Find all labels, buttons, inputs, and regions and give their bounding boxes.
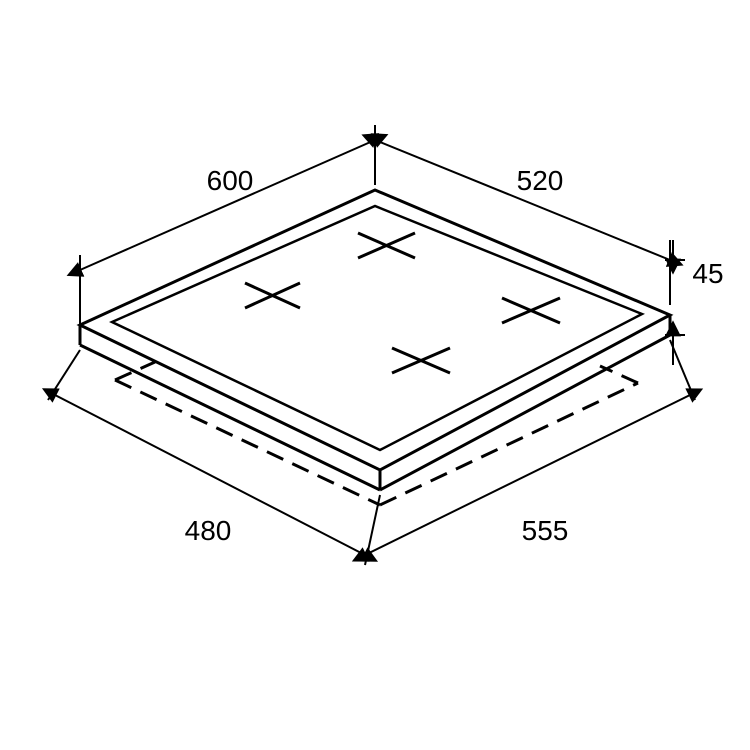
label-cutout-555: 555 xyxy=(522,515,569,546)
label-width-600: 600 xyxy=(207,165,254,196)
dimension-diagram: 600 520 45 480 555 xyxy=(0,0,750,750)
label-height-45: 45 xyxy=(692,258,723,289)
label-depth-520: 520 xyxy=(517,165,564,196)
label-cutout-480: 480 xyxy=(185,515,232,546)
